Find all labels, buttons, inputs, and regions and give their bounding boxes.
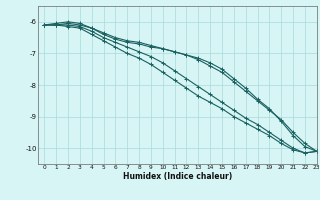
X-axis label: Humidex (Indice chaleur): Humidex (Indice chaleur) <box>123 172 232 181</box>
